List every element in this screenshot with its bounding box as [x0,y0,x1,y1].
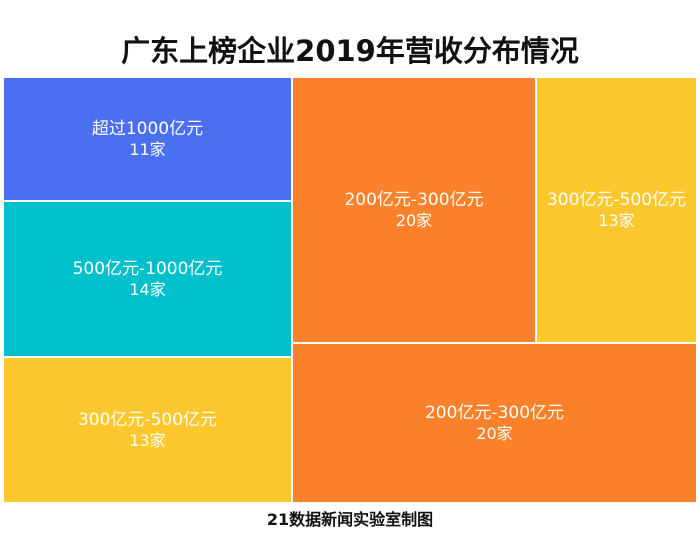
tile-label: 500亿元-1000亿元 [72,258,223,279]
tile-count: 20家 [395,210,433,230]
credit-footer: 21数据新闻实验室制图 [266,510,434,529]
tile-label: 200亿元-300亿元 [344,189,484,210]
tile-count: 14家 [129,279,166,299]
chart-title: 广东上榜企业2019年营收分布情况 [121,34,579,68]
treemap-tile: 200亿元-300亿元 20家 [292,77,536,343]
tile-count: 20家 [476,423,513,443]
treemap-tile: 200亿元-300亿元 20家 [292,343,697,503]
tile-label: 200亿元-300亿元 [424,402,565,423]
tile-label: 300亿元-500亿元 [546,189,687,210]
tile-count: 11家 [129,139,166,159]
treemap-tile: 300亿元-500亿元 13家 [3,357,292,503]
treemap-tile: 300亿元-500亿元 13家 [536,77,697,343]
tile-count: 13家 [598,210,635,230]
tile-label: 超过1000亿元 [91,118,204,139]
tile-count: 13家 [129,430,166,450]
treemap: 超过1000亿元 11家 500亿元-1000亿元 14家 300亿元-500亿元 13家… [3,77,697,503]
tile-label: 300亿元-500亿元 [77,409,218,430]
treemap-tile: 超过1000亿元 11家 [3,77,292,201]
treemap-tile: 500亿元-1000亿元 14家 [3,201,292,357]
